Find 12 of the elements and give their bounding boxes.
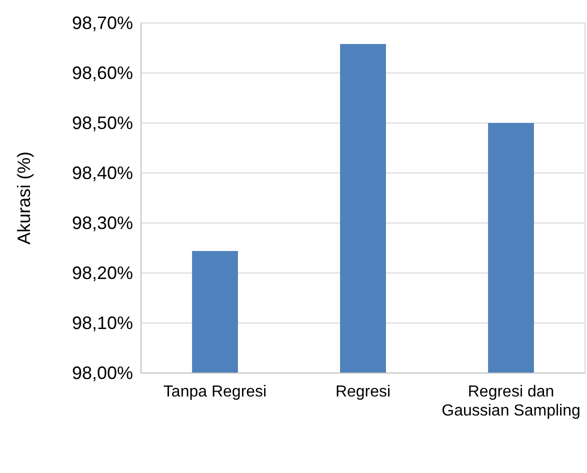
y-tick-label: 98,50%	[72, 112, 133, 133]
y-tick-label: 98,40%	[72, 162, 133, 183]
y-tick-label: 98,30%	[72, 212, 133, 233]
y-tick-label: 98,70%	[72, 12, 133, 33]
y-axis-title: Akurasi (%)	[14, 151, 34, 245]
y-tick-label: 98,60%	[72, 62, 133, 83]
y-tick-label: 98,00%	[72, 362, 133, 383]
y-tick-label: 98,10%	[72, 312, 133, 333]
x-tick-label: Regresi dan Gaussian Sampling	[442, 383, 580, 420]
x-tick-label: Regresi	[335, 383, 391, 400]
x-tick-label: Tanpa Regresi	[163, 383, 267, 400]
y-tick-label: 98,20%	[72, 262, 133, 283]
